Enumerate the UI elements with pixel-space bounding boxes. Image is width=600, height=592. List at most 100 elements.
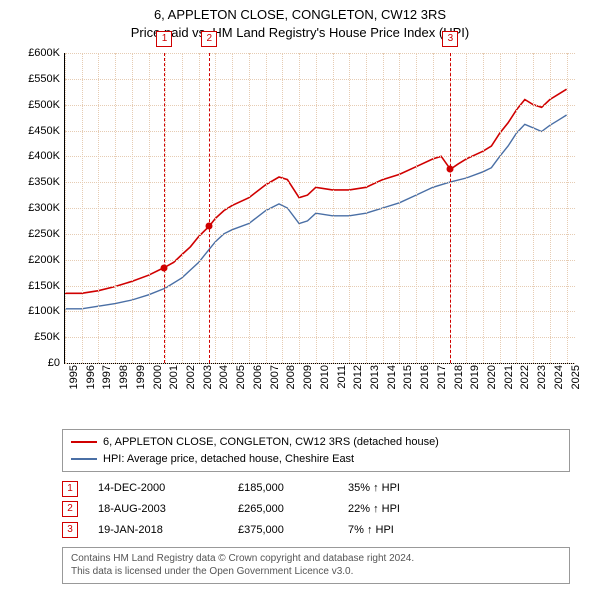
sale-row: 218-AUG-2003£265,00022% ↑ HPI <box>62 499 552 520</box>
gridline-v <box>516 53 517 363</box>
footer-box: Contains HM Land Registry data © Crown c… <box>62 547 570 584</box>
x-axis-label: 2009 <box>302 365 314 405</box>
sale-delta: 35% ↑ HPI <box>348 478 458 499</box>
x-axis-label: 2018 <box>453 365 465 405</box>
x-axis-label: 2025 <box>570 365 582 405</box>
sale-date: 19-JAN-2018 <box>98 520 218 541</box>
x-axis-label: 2023 <box>536 365 548 405</box>
y-axis-label: £500K <box>20 99 60 111</box>
gridline-v <box>132 53 133 363</box>
event-badge: 2 <box>201 31 217 47</box>
gridline-v <box>215 53 216 363</box>
gridline-h <box>65 208 575 209</box>
y-axis-label: £0 <box>20 357 60 369</box>
sale-row: 1 14-DEC-2000 £185,000 35% ↑ HPI <box>62 478 552 499</box>
gridline-v <box>533 53 534 363</box>
gridline-v <box>466 53 467 363</box>
x-axis-label: 2017 <box>436 365 448 405</box>
gridline-h <box>65 337 575 338</box>
sale-price: £265,000 <box>238 499 328 520</box>
gridline-h <box>65 79 575 80</box>
x-axis-label: 1999 <box>135 365 147 405</box>
event-marker <box>161 264 168 271</box>
sale-row: 319-JAN-2018£375,0007% ↑ HPI <box>62 520 552 541</box>
y-axis-label: £350K <box>20 176 60 188</box>
x-axis-label: 1996 <box>85 365 97 405</box>
event-badge: 3 <box>442 31 458 47</box>
y-axis-label: £100K <box>20 305 60 317</box>
gridline-v <box>383 53 384 363</box>
y-axis-label: £150K <box>20 280 60 292</box>
sale-price: £375,000 <box>238 520 328 541</box>
legend-row: 6, APPLETON CLOSE, CONGLETON, CW12 3RS (… <box>71 434 561 451</box>
footer-line-2: This data is licensed under the Open Gov… <box>71 565 561 579</box>
x-axis-label: 2022 <box>519 365 531 405</box>
x-axis-label: 2020 <box>486 365 498 405</box>
x-axis-label: 2000 <box>152 365 164 405</box>
gridline-v <box>65 53 66 363</box>
gridline-v <box>316 53 317 363</box>
x-axis-label: 2001 <box>168 365 180 405</box>
x-axis-label: 2015 <box>402 365 414 405</box>
gridline-h <box>65 286 575 287</box>
gridline-v <box>182 53 183 363</box>
y-axis-label: £300K <box>20 202 60 214</box>
x-axis-label: 2019 <box>469 365 481 405</box>
y-axis-label: £50K <box>20 331 60 343</box>
legend-label: HPI: Average price, detached house, Ches… <box>103 451 354 468</box>
gridline-v <box>299 53 300 363</box>
sale-price: £185,000 <box>238 478 328 499</box>
gridline-h <box>65 363 575 364</box>
x-axis-label: 2013 <box>369 365 381 405</box>
x-axis-label: 1995 <box>68 365 80 405</box>
chart-area: 123 £0£50K£100K£150K£200K£250K£300K£350K… <box>20 47 580 427</box>
gridline-h <box>65 260 575 261</box>
title-line-1: 6, APPLETON CLOSE, CONGLETON, CW12 3RS <box>0 6 600 24</box>
gridline-v <box>266 53 267 363</box>
y-axis-label: £450K <box>20 125 60 137</box>
footer-line-1: Contains HM Land Registry data © Crown c… <box>71 552 561 566</box>
legend-swatch <box>71 458 97 460</box>
gridline-v <box>366 53 367 363</box>
plot-region: 123 <box>64 53 575 364</box>
x-axis-label: 2004 <box>218 365 230 405</box>
gridline-v <box>567 53 568 363</box>
sale-badge: 1 <box>62 481 78 497</box>
gridline-v <box>433 53 434 363</box>
sale-delta: 7% ↑ HPI <box>348 520 458 541</box>
x-axis-label: 2002 <box>185 365 197 405</box>
gridline-h <box>65 131 575 132</box>
y-axis-label: £250K <box>20 228 60 240</box>
sale-date: 14-DEC-2000 <box>98 478 218 499</box>
x-axis-label: 2024 <box>553 365 565 405</box>
legend-label: 6, APPLETON CLOSE, CONGLETON, CW12 3RS (… <box>103 434 439 451</box>
x-axis-label: 2005 <box>235 365 247 405</box>
y-axis-label: £550K <box>20 73 60 85</box>
y-axis-label: £600K <box>20 47 60 59</box>
sale-badge: 2 <box>62 501 78 517</box>
title-block: 6, APPLETON CLOSE, CONGLETON, CW12 3RS P… <box>0 0 600 43</box>
gridline-h <box>65 182 575 183</box>
x-axis-label: 2011 <box>336 365 348 405</box>
gridline-v <box>550 53 551 363</box>
gridline-v <box>333 53 334 363</box>
gridline-v <box>149 53 150 363</box>
gridline-v <box>500 53 501 363</box>
gridline-v <box>483 53 484 363</box>
gridline-h <box>65 53 575 54</box>
event-line <box>164 53 165 363</box>
gridline-h <box>65 156 575 157</box>
gridline-v <box>232 53 233 363</box>
gridline-v <box>249 53 250 363</box>
chart-container: 6, APPLETON CLOSE, CONGLETON, CW12 3RS P… <box>0 0 600 584</box>
sales-table: 114-DEC-2000£185,00035% ↑ HPI218-AUG-200… <box>62 478 552 541</box>
event-marker <box>447 166 454 173</box>
sale-delta: 22% ↑ HPI <box>348 499 458 520</box>
gridline-h <box>65 105 575 106</box>
event-marker <box>206 223 213 230</box>
legend-swatch <box>71 441 97 443</box>
gridline-h <box>65 234 575 235</box>
gridline-v <box>416 53 417 363</box>
gridline-v <box>98 53 99 363</box>
x-axis-label: 2003 <box>202 365 214 405</box>
